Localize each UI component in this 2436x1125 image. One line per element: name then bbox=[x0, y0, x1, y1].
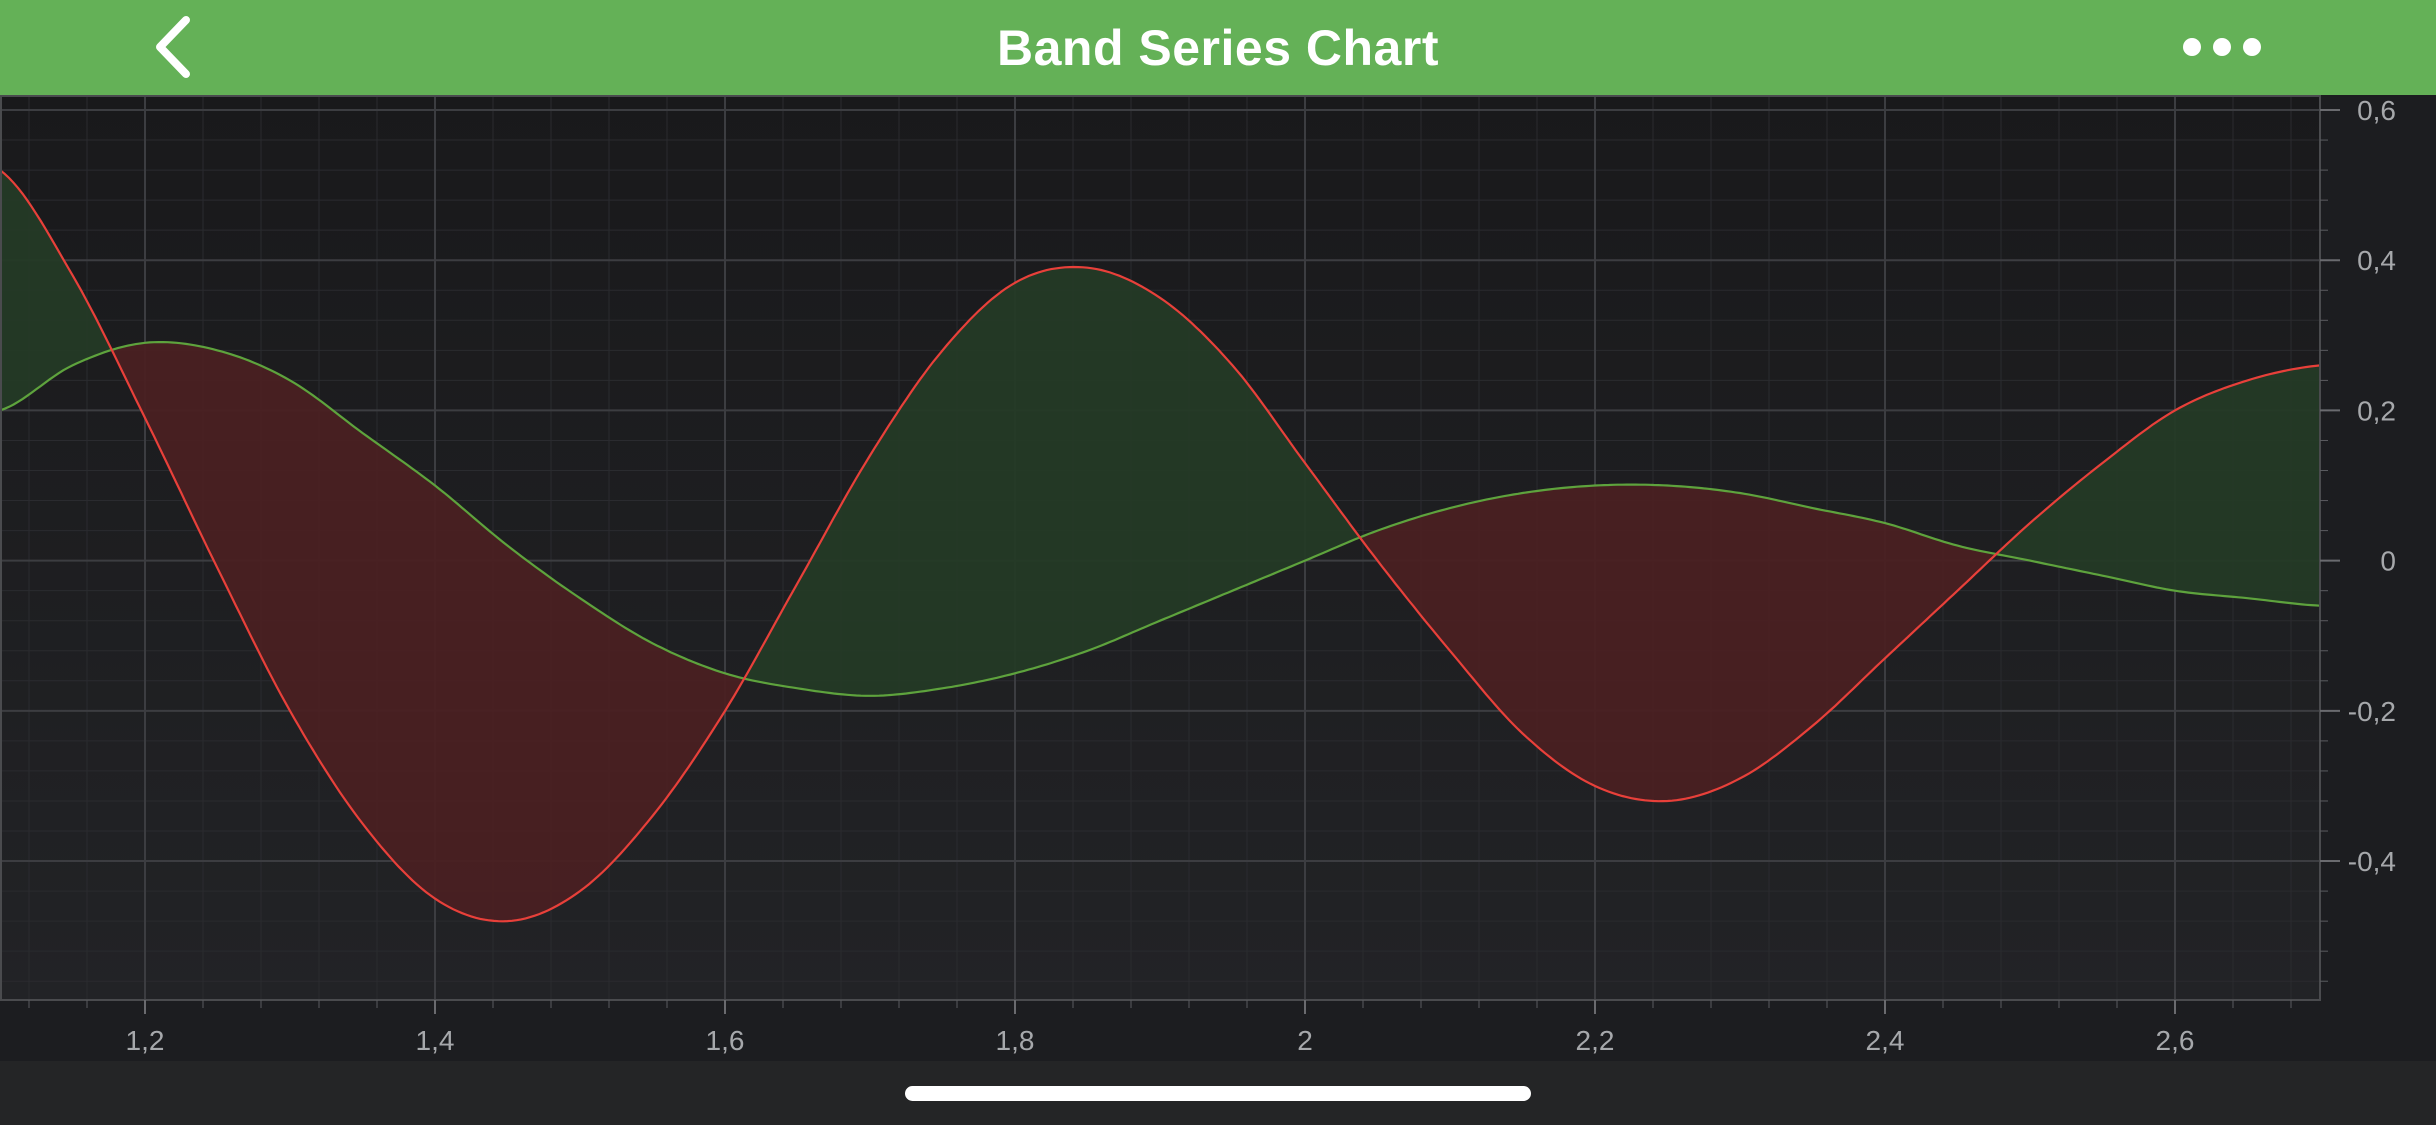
more-horizontal-icon bbox=[2183, 38, 2261, 56]
x-tick-label: 2,4 bbox=[1866, 1025, 1905, 1056]
band-fill-above bbox=[0, 170, 112, 411]
x-tick-label: 1,4 bbox=[416, 1025, 455, 1056]
y-tick-label: -0,2 bbox=[2348, 696, 2396, 727]
more-options-button[interactable] bbox=[2180, 22, 2264, 72]
page-title: Band Series Chart bbox=[997, 19, 1439, 76]
chevron-left-icon bbox=[156, 16, 190, 78]
series-1-line bbox=[0, 169, 2320, 923]
x-tick-label: 2,6 bbox=[2156, 1025, 2195, 1056]
x-tick-label: 1,2 bbox=[126, 1025, 165, 1056]
home-indicator[interactable] bbox=[905, 1086, 1531, 1101]
x-tick-label: 2,2 bbox=[1576, 1025, 1615, 1056]
y-axis: 0,6 0,4 0,2 0 -0,2 -0,4 bbox=[2320, 95, 2396, 982]
series-2-line bbox=[0, 341, 2320, 697]
band-fill-below bbox=[1359, 484, 1997, 802]
series-lines bbox=[0, 169, 2320, 923]
band-fill-below bbox=[111, 342, 745, 922]
y-tick-label: 0,4 bbox=[2357, 245, 2396, 276]
plot-border bbox=[0, 95, 2321, 1001]
x-tick-label: 2 bbox=[1297, 1025, 1313, 1056]
chart-canvas[interactable]: 1,2 1,4 1,6 1,8 2 2,2 2,4 2,6 0,6 0,4 0,2 0 -0,2 -0,… bbox=[0, 95, 2436, 1061]
bottom-bar bbox=[0, 1061, 2436, 1125]
band-fill-above bbox=[744, 267, 1360, 696]
y-tick-label: -0,4 bbox=[2348, 846, 2396, 877]
back-button[interactable] bbox=[140, 12, 210, 82]
x-axis: 1,2 1,4 1,6 1,8 2 2,2 2,4 2,6 bbox=[28, 1000, 2292, 1056]
navigation-bar: Band Series Chart bbox=[0, 0, 2436, 95]
band-fill-areas bbox=[0, 170, 2320, 922]
band-series-chart[interactable]: 1,2 1,4 1,6 1,8 2 2,2 2,4 2,6 0,6 0,4 0,2 0 -0,2 -0,… bbox=[0, 95, 2436, 1061]
y-tick-label: 0,2 bbox=[2357, 395, 2396, 426]
x-tick-label: 1,6 bbox=[706, 1025, 745, 1056]
band-fill-above bbox=[1996, 365, 2320, 606]
y-tick-label: 0 bbox=[2380, 546, 2396, 577]
y-tick-label: 0,6 bbox=[2357, 95, 2396, 126]
x-tick-label: 1,8 bbox=[996, 1025, 1035, 1056]
